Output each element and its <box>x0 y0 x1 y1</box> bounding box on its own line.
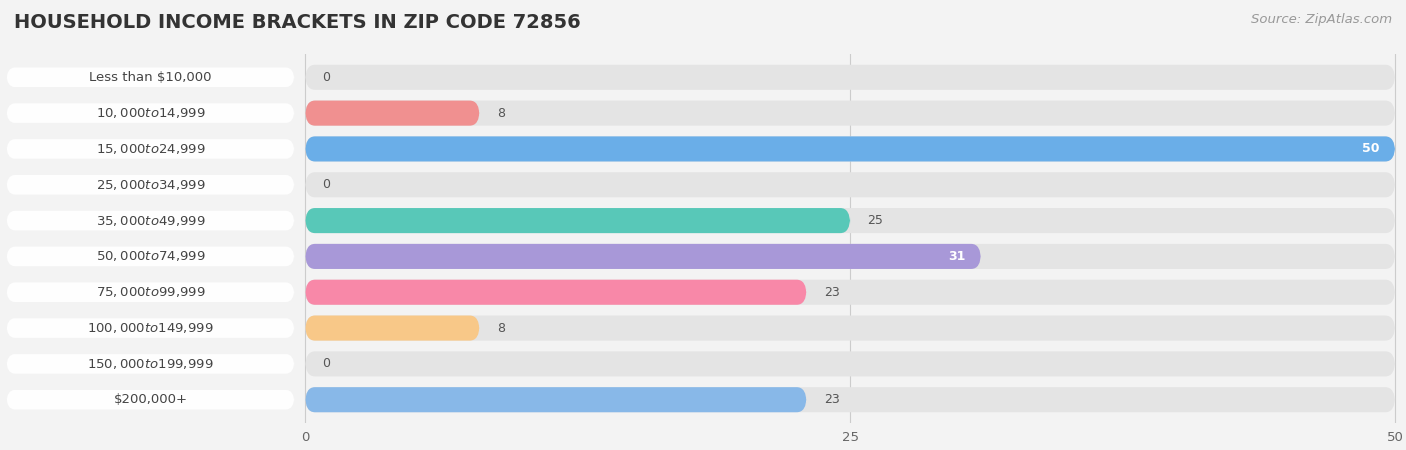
Text: 23: 23 <box>824 286 839 299</box>
FancyBboxPatch shape <box>305 244 1395 269</box>
FancyBboxPatch shape <box>7 175 294 194</box>
FancyBboxPatch shape <box>305 280 1395 305</box>
FancyBboxPatch shape <box>7 139 294 159</box>
FancyBboxPatch shape <box>7 247 294 266</box>
Text: $25,000 to $34,999: $25,000 to $34,999 <box>96 178 205 192</box>
FancyBboxPatch shape <box>305 100 1395 126</box>
FancyBboxPatch shape <box>7 104 294 123</box>
Text: 31: 31 <box>948 250 966 263</box>
Text: 0: 0 <box>322 178 330 191</box>
FancyBboxPatch shape <box>305 387 1395 412</box>
Text: Source: ZipAtlas.com: Source: ZipAtlas.com <box>1251 14 1392 27</box>
Text: Less than $10,000: Less than $10,000 <box>89 71 212 84</box>
FancyBboxPatch shape <box>0 63 1406 92</box>
Text: $200,000+: $200,000+ <box>114 393 187 406</box>
FancyBboxPatch shape <box>0 171 1406 199</box>
Text: 8: 8 <box>496 322 505 334</box>
FancyBboxPatch shape <box>7 283 294 302</box>
FancyBboxPatch shape <box>305 172 1395 197</box>
FancyBboxPatch shape <box>7 68 294 87</box>
FancyBboxPatch shape <box>305 315 1395 341</box>
FancyBboxPatch shape <box>7 318 294 338</box>
FancyBboxPatch shape <box>0 135 1406 163</box>
FancyBboxPatch shape <box>0 242 1406 271</box>
Text: $150,000 to $199,999: $150,000 to $199,999 <box>87 357 214 371</box>
Text: $10,000 to $14,999: $10,000 to $14,999 <box>96 106 205 120</box>
FancyBboxPatch shape <box>305 208 851 233</box>
FancyBboxPatch shape <box>0 206 1406 235</box>
Text: 0: 0 <box>322 71 330 84</box>
FancyBboxPatch shape <box>305 65 1395 90</box>
FancyBboxPatch shape <box>305 315 479 341</box>
FancyBboxPatch shape <box>305 100 479 126</box>
Text: $100,000 to $149,999: $100,000 to $149,999 <box>87 321 214 335</box>
Text: HOUSEHOLD INCOME BRACKETS IN ZIP CODE 72856: HOUSEHOLD INCOME BRACKETS IN ZIP CODE 72… <box>14 14 581 32</box>
Text: 50: 50 <box>1362 143 1379 155</box>
Text: 8: 8 <box>496 107 505 120</box>
Text: $75,000 to $99,999: $75,000 to $99,999 <box>96 285 205 299</box>
Text: $35,000 to $49,999: $35,000 to $49,999 <box>96 214 205 228</box>
FancyBboxPatch shape <box>305 280 807 305</box>
FancyBboxPatch shape <box>305 136 1395 162</box>
Text: 0: 0 <box>322 357 330 370</box>
Text: 23: 23 <box>824 393 839 406</box>
Text: $50,000 to $74,999: $50,000 to $74,999 <box>96 249 205 263</box>
FancyBboxPatch shape <box>7 354 294 374</box>
FancyBboxPatch shape <box>0 385 1406 414</box>
FancyBboxPatch shape <box>0 278 1406 306</box>
Text: 25: 25 <box>868 214 883 227</box>
FancyBboxPatch shape <box>305 244 981 269</box>
FancyBboxPatch shape <box>7 211 294 230</box>
FancyBboxPatch shape <box>0 314 1406 342</box>
FancyBboxPatch shape <box>0 99 1406 127</box>
Text: $15,000 to $24,999: $15,000 to $24,999 <box>96 142 205 156</box>
FancyBboxPatch shape <box>305 351 1395 377</box>
FancyBboxPatch shape <box>7 390 294 410</box>
FancyBboxPatch shape <box>305 136 1395 162</box>
FancyBboxPatch shape <box>305 208 1395 233</box>
FancyBboxPatch shape <box>305 387 807 412</box>
FancyBboxPatch shape <box>0 350 1406 378</box>
